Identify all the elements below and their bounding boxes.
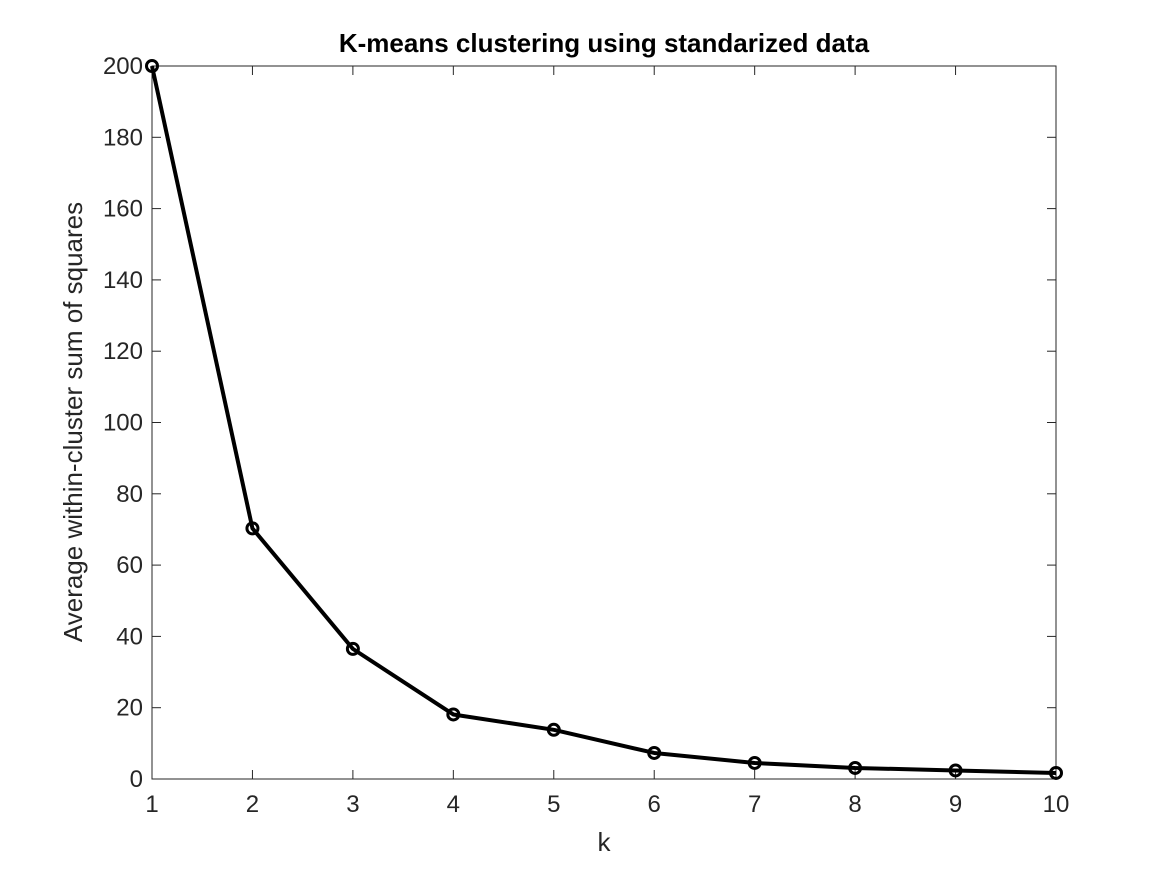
y-tick-label: 200	[103, 53, 143, 80]
x-tick-label: 10	[1043, 791, 1070, 818]
data-point-marker	[647, 745, 662, 760]
y-tick-label: 140	[103, 267, 143, 294]
y-axis-title: Average within-cluster sum of squares	[58, 202, 88, 642]
x-tick-label: 5	[547, 791, 560, 818]
y-tick-label: 160	[103, 196, 143, 223]
x-tick-label: 9	[949, 791, 962, 818]
data-point-marker	[345, 641, 360, 656]
data-point-marker	[948, 763, 963, 778]
y-tick-labels: 0 20 40 60 80 100 120 140 160 180 200	[103, 53, 143, 793]
series-line	[150, 65, 1057, 775]
y-tick-label: 100	[103, 410, 143, 437]
x-tick-label: 3	[346, 791, 359, 818]
x-tick-label: 4	[447, 791, 460, 818]
y-tick-label: 120	[103, 338, 143, 365]
data-point-marker	[245, 521, 260, 536]
x-tick-label: 1	[145, 791, 158, 818]
x-tick-label: 8	[848, 791, 861, 818]
x-axis-title: k	[598, 827, 612, 857]
y-tick-label: 80	[116, 481, 143, 508]
data-point-marker	[1049, 765, 1063, 780]
y-tick-label: 20	[116, 695, 143, 722]
data-point-marker	[145, 59, 159, 73]
data-point-marker	[747, 755, 762, 770]
x-tick-label: 7	[748, 791, 761, 818]
plot-area-frame	[151, 65, 1057, 780]
x-tick-label: 2	[246, 791, 259, 818]
y-tick-label: 60	[116, 552, 143, 579]
y-tick-label: 40	[116, 623, 143, 650]
data-point-marker	[446, 707, 461, 722]
y-tick-label: 0	[130, 766, 143, 793]
data-point-marker	[848, 760, 863, 775]
x-tick-label: 6	[648, 791, 661, 818]
axis-ticks	[151, 65, 1057, 780]
data-point-marker	[546, 722, 561, 737]
chart-title: K-means clustering using standarized dat…	[339, 28, 870, 58]
x-tick-labels: 1 2 3 4 5 6 7 8 9 10	[145, 791, 1069, 818]
y-tick-label: 180	[103, 124, 143, 151]
series-group	[145, 59, 1063, 780]
